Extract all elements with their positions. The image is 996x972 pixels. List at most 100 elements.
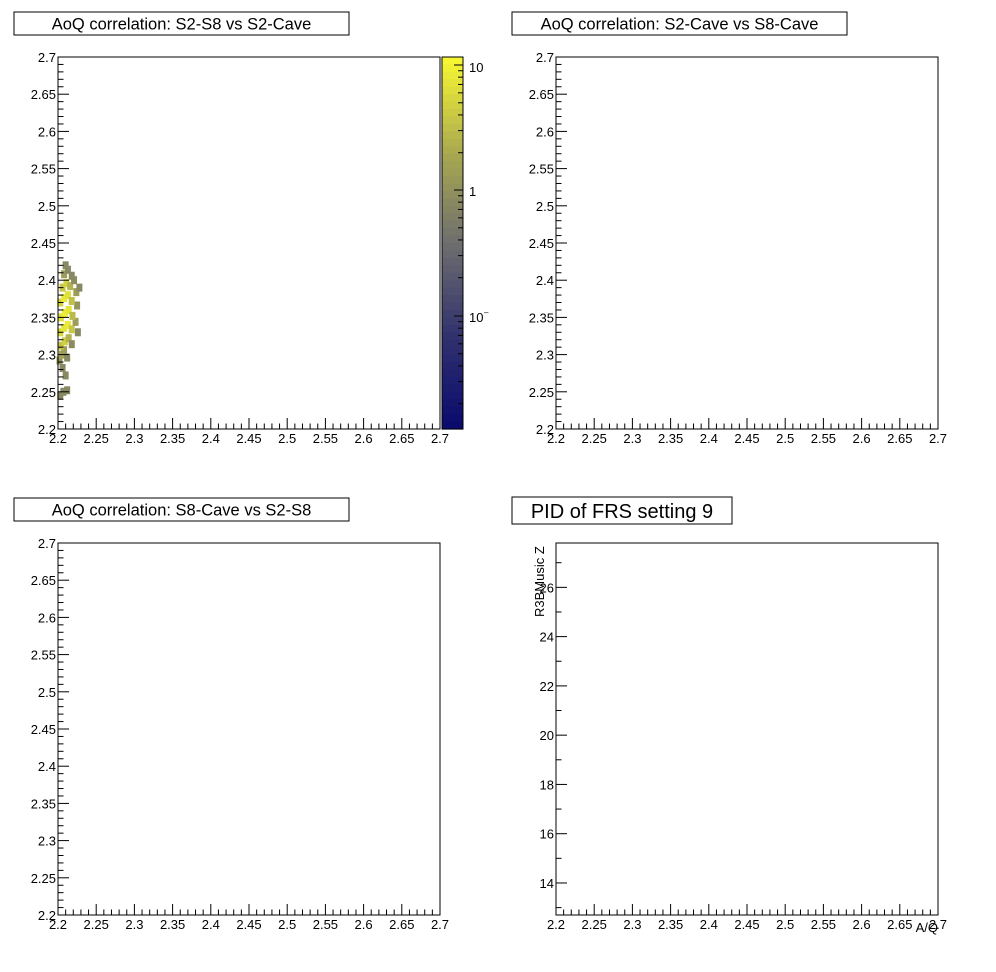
colorbar-band [442,287,463,296]
pad-1-title-box [13,11,350,36]
pad-1-colorbar-label: 10 [469,310,483,325]
pad-1-colorbar-label: 1 [469,184,476,199]
colorbar-band [442,228,463,237]
heatmap-cell [69,311,76,320]
pad-4-y-axis-title: R3BMusic Z [532,546,547,617]
y-tick-label: 2.25 [529,385,554,400]
colorbar-band [442,265,463,274]
colorbar-band [442,421,463,430]
heatmap-cell [61,337,68,346]
pad-4-title: PID of FRS setting 9 [531,501,713,523]
pad-1-x-axis: 2.2 2.25 2.3 2.35 2.4 2.45 2.5 2.55 2.6 2.65 2.7 [49,418,449,446]
x-tick-label: 2.45 [734,431,759,446]
heatmap-cell [61,308,68,317]
x-tick-label: 2.6 [853,917,871,932]
y-tick-label: 2.2 [38,422,56,437]
pad-1-colorbar-minor-ticks [458,70,463,405]
pad-3-x-axis: 2.2 2.25 2.3 2.35 2.4 2.45 2.5 2.55 2.6 2.65 2.7 [49,904,449,932]
colorbar-band [442,146,463,155]
colorbar-band [442,309,463,318]
x-tick-label: 2.5 [776,917,794,932]
x-tick-label: 2.6 [853,431,871,446]
y-tick-label: 2.6 [38,124,56,139]
colorbar-band [442,339,463,348]
x-tick-label: 2.2 [547,917,565,932]
colorbar-band [442,220,463,229]
heatmap-cell [65,334,72,343]
heatmap-cell [74,301,81,310]
pad-4-y-axis: 14 16 18 20 22 24 26 [540,562,567,909]
x-tick-label: 2.45 [236,917,261,932]
colorbar-band [442,198,463,207]
colorbar-band [442,384,463,393]
colorbar-band [442,205,463,214]
heatmap-cell [73,288,80,297]
heatmap-cell [61,346,68,355]
y-tick-label: 2.45 [529,236,554,251]
heatmap-cell [62,371,69,380]
x-tick-label: 2.5 [278,917,296,932]
x-tick-label: 2.65 [887,431,912,446]
colorbar-band [442,190,463,199]
colorbar-band [442,347,463,356]
y-tick-label: 2.55 [31,162,56,177]
colorbar-band [442,250,463,259]
heatmap-cell [63,279,70,288]
pad-3: AoQ correlation: S8-Cave vs S2-S8 2.2 2.2… [13,497,449,932]
heatmap-cell [62,261,69,270]
colorbar-band [442,64,463,73]
colorbar-band [442,86,463,95]
x-tick-label: 2.3 [125,917,143,932]
y-tick-label: 2.65 [31,573,56,588]
pad-1-frame [57,56,441,430]
colorbar-band [442,302,463,311]
y-tick-label: 18 [540,777,554,792]
y-tick-label: 2.2 [536,422,554,437]
y-tick-label: 2.35 [529,310,554,325]
colorbar-band [442,295,463,304]
pad-1-colorbar-label: 10 [469,60,483,75]
pad-3-frame [57,542,441,916]
heatmap-cell [65,305,72,314]
x-tick-label: 2.4 [700,431,718,446]
pad-4-title-box [511,496,733,525]
x-tick-label: 2.35 [160,917,185,932]
x-tick-label: 2.5 [776,431,794,446]
y-tick-label: 2.4 [38,273,56,288]
heatmap-cell [72,317,79,326]
colorbar-band [442,109,463,118]
colorbar-band [442,94,463,103]
x-tick-label: 2.7 [431,431,449,446]
pad-4-x-axis: 2.2 2.25 2.3 2.35 2.4 2.45 2.5 2.55 2.6 2.65 2.7 [547,904,947,932]
x-tick-label: 2.4 [202,917,220,932]
heatmap-cell [61,294,68,303]
x-tick-label: 2.35 [658,917,683,932]
heatmap-cell [68,340,75,349]
pad-1-colorbar-exponent: – [484,308,489,317]
pad-1-colorbar [442,57,463,430]
heatmap-cell [58,341,65,350]
y-tick-label: 2.3 [38,834,56,849]
colorbar-band [442,123,463,132]
colorbar-band [442,79,463,88]
x-tick-label: 2.55 [313,917,338,932]
y-tick-label: 2.6 [38,610,56,625]
y-tick-label: 2.4 [536,273,554,288]
x-tick-label: 2.35 [160,431,185,446]
pad-1-colorbar-frame [441,56,464,430]
heatmap-cell [59,363,66,372]
colorbar-band [442,280,463,289]
x-tick-label: 2.55 [811,431,836,446]
colorbar-band [442,131,463,140]
x-tick-label: 2.4 [202,431,220,446]
heatmap-cell [57,391,64,400]
colorbar-band [442,71,463,80]
colorbar-band [442,376,463,385]
colorbar-band [442,161,463,170]
x-tick-label: 2.65 [887,917,912,932]
colorbar-band [442,243,463,252]
pad-2-frame [555,56,939,430]
pad-2: AoQ correlation: S2-Cave vs S8-Cave 2.2 2… [511,11,947,446]
x-tick-label: 2.7 [929,917,947,932]
heatmap-cell [67,282,74,291]
